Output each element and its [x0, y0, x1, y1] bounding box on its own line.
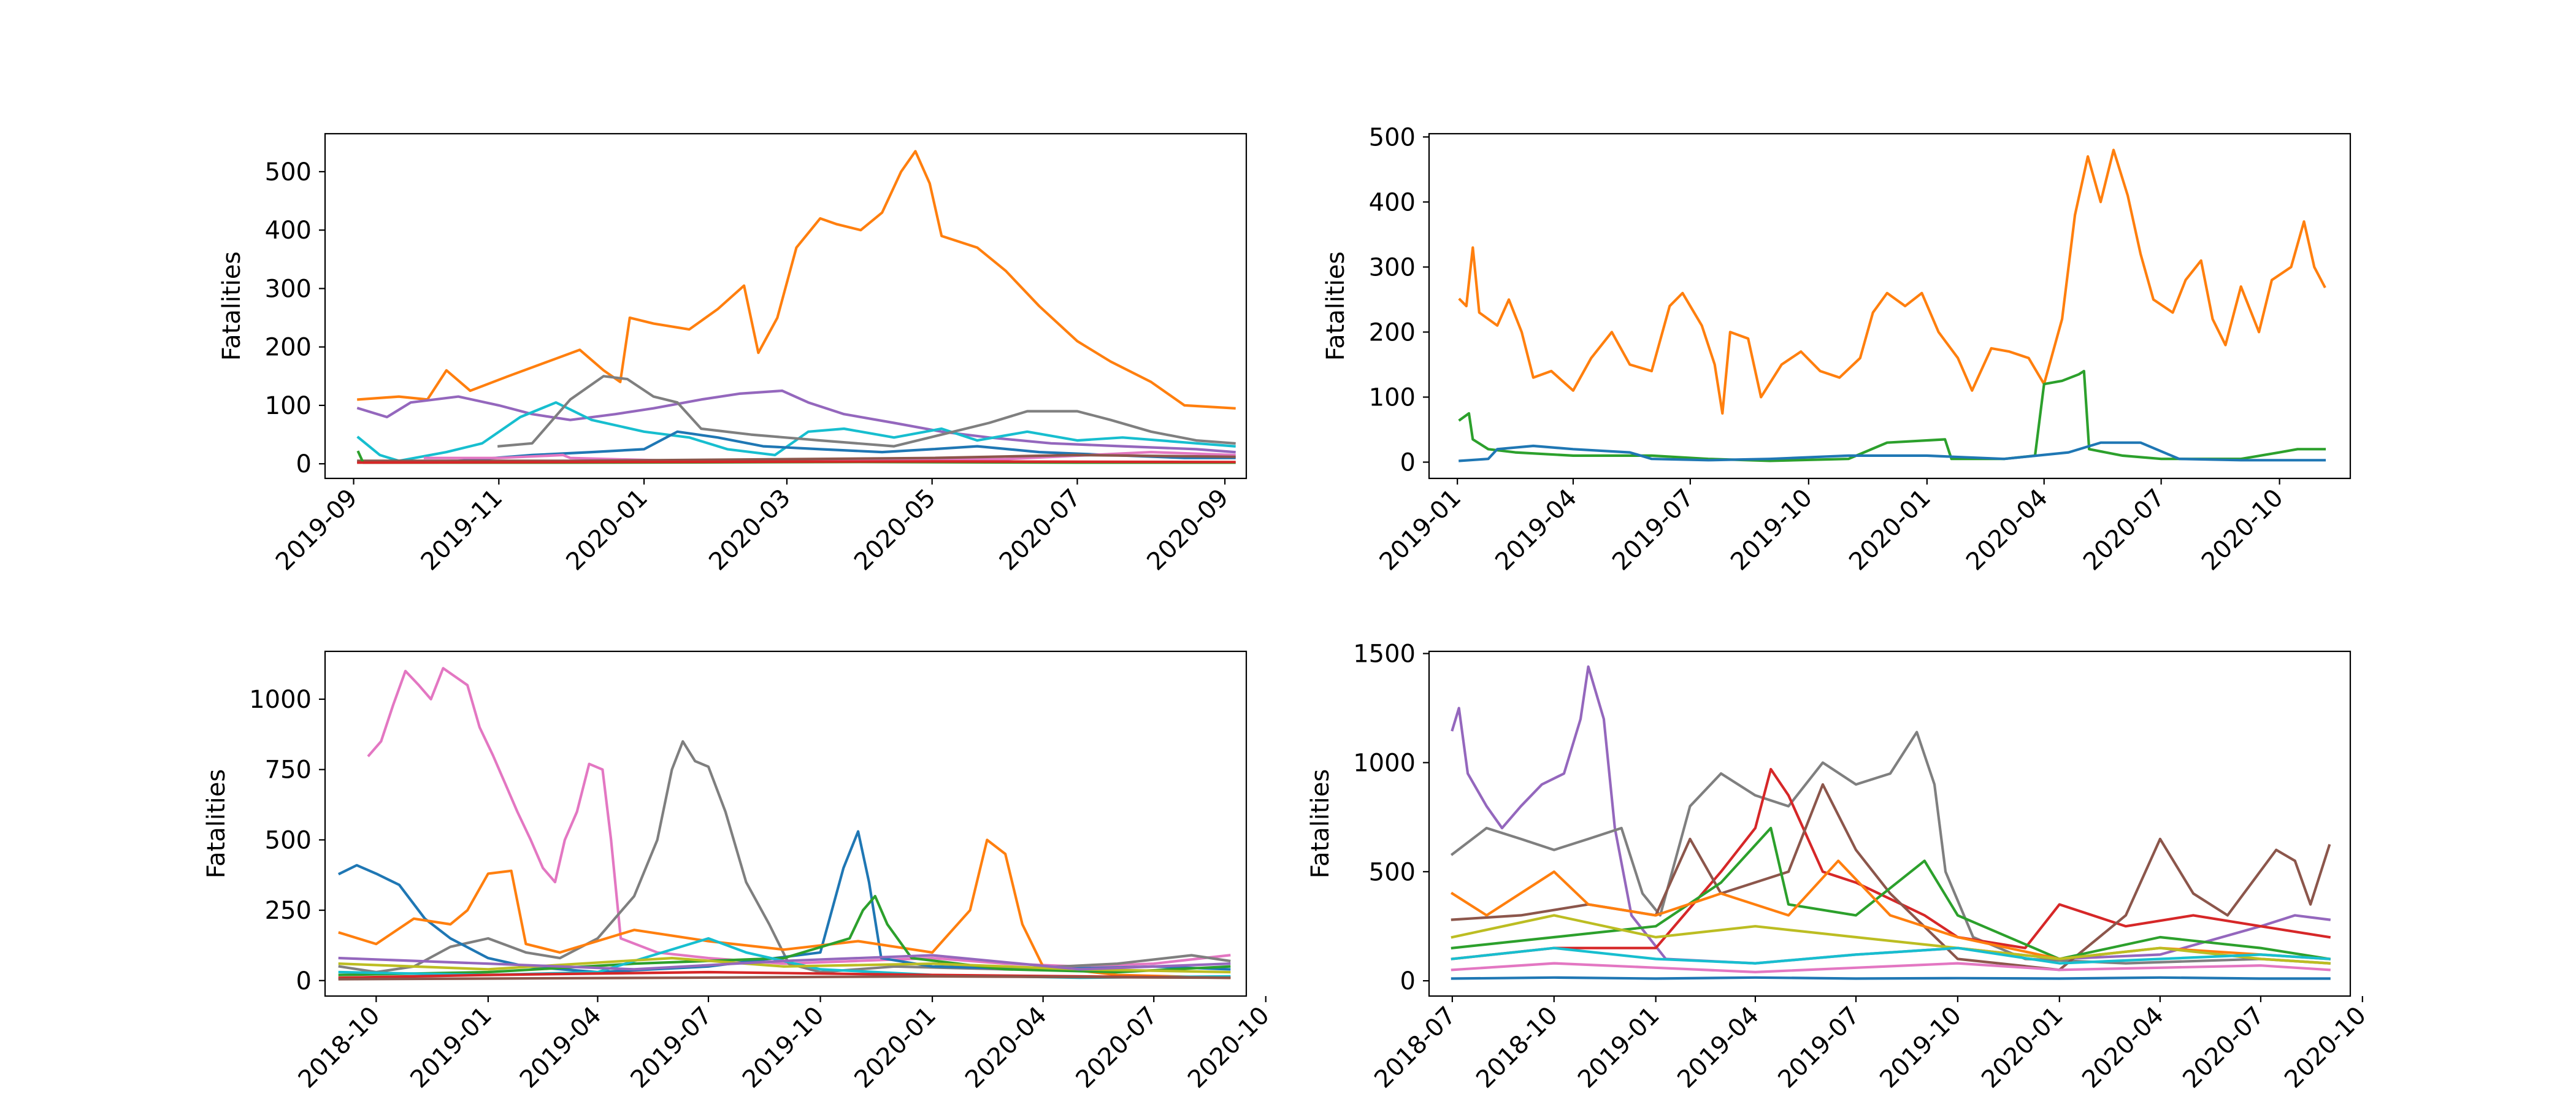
series-line-9: [1451, 962, 2331, 973]
y-tick-label: 500: [265, 826, 312, 854]
y-tick-label: 200: [1369, 318, 1416, 347]
series-line-3: [1459, 441, 2326, 462]
series-group: [1450, 665, 2331, 980]
x-tick-label: 2018-10: [1471, 1002, 1563, 1094]
x-tick-label: 2019-04: [1672, 1002, 1765, 1094]
y-tick-label: 0: [1400, 967, 1416, 995]
y-axis-label: Fatalities: [218, 251, 246, 361]
plot-frame: [324, 132, 1248, 480]
subplot-4: 0 500 1000 1500 2018-07 2018-10 2019-01 2019-04…: [1306, 640, 2372, 1094]
x-tick-label: 2020-04: [1961, 484, 2053, 577]
y-tick-label: 0: [296, 450, 312, 478]
x-tick-label: 2018-07: [1369, 1002, 1462, 1094]
x-tick-label: 2020-01: [1976, 1002, 2069, 1094]
series-line-3: [1451, 768, 2331, 960]
series-line-2: [1450, 730, 2331, 965]
y-tick-label: 500: [1369, 858, 1416, 886]
x-tick-label: 2019-01: [1573, 1002, 1665, 1094]
y-tick-label: 400: [1369, 188, 1416, 217]
y-tick-label: 250: [265, 897, 312, 925]
series-group: [1458, 148, 2326, 462]
x-tick-label: 2018-10: [293, 1002, 386, 1094]
plot-frame: [324, 650, 1248, 997]
x-tick-label: 2020-10: [1183, 1002, 1275, 1094]
series-line-2: [1458, 369, 2326, 462]
series-line-1: [1451, 665, 2331, 965]
series-line-1: [367, 667, 1231, 968]
x-tick-label: 2020-07: [994, 484, 1087, 577]
x-tick-label: 2020-10: [2279, 1002, 2372, 1094]
x-tick-label: 2020-07: [2078, 484, 2171, 577]
y-tick-label: 0: [296, 967, 312, 995]
x-tick-label: 2020-09: [1141, 484, 1234, 577]
series-line-10: [1451, 976, 2331, 980]
series-line-3: [337, 830, 1231, 974]
x-tick-label: 2020-01: [849, 1002, 941, 1094]
x-tick-label: 2020-03: [703, 484, 796, 577]
series-group: [337, 667, 1231, 981]
series-line-4: [338, 838, 1231, 979]
x-tick-label: 2020-04: [960, 1002, 1052, 1094]
x-tick-label: 2020-07: [1071, 1002, 1163, 1094]
series-line-1: [357, 150, 1236, 410]
x-tick-label: 2019-11: [416, 484, 508, 577]
y-axis-label: Fatalities: [1306, 769, 1335, 879]
series-group: [356, 150, 1236, 464]
y-tick-label: 1000: [1353, 749, 1416, 777]
y-tick-label: 500: [265, 158, 312, 186]
x-tick-label: 2020-07: [2177, 1002, 2270, 1094]
series-line-5: [357, 430, 1236, 464]
series-line-10: [338, 975, 1231, 981]
x-tick-label: 2019-07: [1607, 484, 1700, 577]
y-tick-label: 1000: [249, 686, 312, 714]
x-tick-label: 2019-01: [405, 1002, 497, 1094]
x-tick-label: 2020-01: [1844, 484, 1936, 577]
series-line-3: [356, 401, 1236, 462]
y-axis-label: Fatalities: [1322, 251, 1350, 361]
x-tick-label: 2020-01: [561, 484, 653, 577]
series-line-8: [338, 954, 1231, 971]
y-tick-label: 300: [265, 275, 312, 303]
x-tick-label: 2019-04: [515, 1002, 607, 1094]
x-tick-label: 2019-07: [625, 1002, 718, 1094]
series-line-2: [356, 389, 1236, 454]
x-tick-label: 2019-04: [1490, 484, 1582, 577]
y-tick-label: 200: [265, 334, 312, 362]
subplot-2: 0 100 200 300 400 500 2019-01 2019-04 2019-07 201…: [1322, 123, 2352, 577]
x-tick-label: 2019-01: [1374, 484, 1467, 577]
y-tick-label: 100: [1369, 383, 1416, 412]
y-tick-label: 1500: [1353, 640, 1416, 669]
y-tick-label: 300: [1369, 253, 1416, 282]
x-tick-label: 2019-10: [737, 1002, 830, 1094]
series-line-1: [1458, 148, 2326, 415]
x-tick-label: 2020-05: [849, 484, 941, 577]
subplot-1: 0 100 200 300 400 500 2019-09 2019-11 2020-01 202…: [218, 132, 1248, 577]
series-line-9: [357, 460, 1236, 464]
x-tick-label: 2019-09: [270, 484, 363, 577]
y-tick-label: 100: [265, 392, 312, 420]
x-tick-label: 2019-10: [1874, 1002, 1967, 1094]
y-tick-label: 500: [1369, 123, 1416, 151]
x-tick-label: 2020-04: [2077, 1002, 2169, 1094]
series-line-8: [1451, 946, 2331, 965]
x-tick-label: 2019-07: [1773, 1002, 1865, 1094]
x-tick-label: 2019-10: [1725, 484, 1818, 577]
y-tick-label: 750: [265, 756, 312, 784]
series-line-4: [497, 375, 1236, 448]
y-axis-label: Fatalities: [202, 769, 231, 879]
y-tick-label: 400: [265, 217, 312, 245]
plot-frame: [1428, 132, 2352, 480]
plot-frame: [1428, 650, 2352, 997]
y-tick-label: 0: [1400, 448, 1416, 477]
series-line-7: [1451, 914, 2331, 965]
series-line-5: [1451, 827, 2331, 960]
series-line-2: [338, 740, 1231, 974]
series-line-5: [338, 895, 1231, 976]
x-tick-label: 2020-10: [2196, 484, 2289, 577]
